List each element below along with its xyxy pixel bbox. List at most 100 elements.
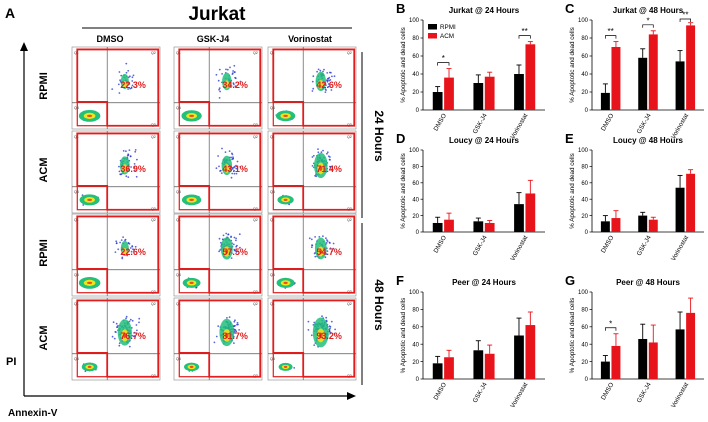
flow-event-dot	[325, 316, 328, 319]
y-tick-label: 60	[581, 325, 588, 331]
x-tick-label: DMSO	[433, 112, 449, 132]
y-tick-label: 20	[581, 360, 588, 366]
live-gate-box	[272, 352, 304, 378]
flow-event-dot	[312, 87, 315, 90]
y-tick-label: 100	[578, 290, 589, 296]
flow-event-dot	[233, 64, 236, 67]
flow-event-dot	[233, 172, 236, 175]
flow-event-dot	[236, 321, 239, 324]
flow-event-dot	[128, 83, 131, 85]
bar-acm-gsk-j4	[484, 353, 495, 379]
flow-event-dot	[125, 62, 128, 65]
apoptotic-percentage: 36.9%	[120, 164, 146, 174]
y-tick-label: 20	[412, 90, 419, 96]
legend-label-acm: ACM	[440, 33, 454, 40]
flow-event-dot	[232, 70, 235, 72]
row-label-3: RPMI	[38, 239, 50, 267]
chart-legend: RPMI ACM	[428, 24, 456, 40]
flow-event-dot	[127, 154, 130, 156]
bar-rpmi-gsk-j4	[638, 215, 648, 232]
flow-event-dot	[326, 240, 329, 243]
pi-axis-arrowhead	[20, 42, 28, 51]
bar-acm-dmso	[611, 47, 621, 110]
apoptotic-percentage: 22.3%	[120, 80, 146, 90]
apoptotic-percentage: 81.7%	[222, 331, 248, 341]
y-tick-label: 80	[581, 36, 588, 42]
significance-bracket	[679, 18, 691, 22]
flow-event-dot	[328, 79, 331, 82]
flow-event-dot	[125, 175, 128, 178]
flow-dead-cluster-peak	[319, 249, 323, 254]
flow-event-dot	[131, 84, 134, 87]
flow-event-dot	[328, 241, 331, 244]
flow-event-dot	[326, 152, 328, 155]
flow-event-dot	[118, 92, 121, 94]
flow-event-dot	[233, 169, 236, 172]
flow-event-dot	[220, 241, 222, 244]
flow-event-dot	[232, 83, 235, 86]
quadrant-label: Q4	[270, 106, 275, 110]
flow-event-dot	[133, 163, 136, 165]
x-tick-label: GSK-J4	[636, 381, 653, 404]
flow-event-dot	[217, 155, 220, 157]
flow-event-dot	[326, 79, 328, 82]
flow-event-dot	[130, 166, 133, 168]
flow-event-dot	[234, 85, 237, 88]
flow-event-dot	[215, 167, 218, 170]
quadrant-label: Q4	[270, 273, 275, 277]
flow-event-dot	[131, 319, 134, 322]
flow-event-dot	[138, 317, 141, 320]
flow-event-dot	[332, 247, 335, 250]
x-tick-label: GSK-J4	[472, 112, 489, 135]
flow-event-dot	[318, 236, 321, 238]
y-tick-label: 60	[581, 181, 588, 187]
col-header-gsk-j4: GSK-J4	[197, 34, 230, 44]
flow-event-dot	[311, 90, 314, 92]
bar-chart-e: E Loucy @ 48 Hours 0 20 40 60 80 100% Apoptotic…	[565, 131, 704, 262]
y-tick-label: 100	[409, 290, 420, 296]
flow-event-dot	[310, 334, 313, 337]
flow-event-dot	[228, 316, 231, 318]
x-tick-label: DMSO	[433, 234, 449, 254]
flow-event-dot	[218, 87, 221, 89]
flow-event-dot	[235, 245, 238, 248]
live-gate-box	[76, 185, 108, 211]
y-tick-label: 80	[581, 165, 588, 171]
flow-event-dot	[233, 320, 236, 323]
flow-event-dot	[236, 323, 238, 326]
flow-event-dot	[230, 257, 233, 259]
pi-axis-label: PI	[6, 356, 16, 368]
flow-event-dot	[233, 165, 236, 168]
significance-marker: **	[682, 11, 688, 20]
flow-event-dot	[231, 172, 234, 175]
flow-event-dot	[120, 239, 123, 242]
flow-dead-cluster-peak	[225, 249, 229, 254]
x-tick-label: DMSO	[600, 381, 616, 401]
flow-event-dot	[326, 72, 329, 74]
flow-event-dot	[118, 342, 121, 345]
y-tick-label: 0	[416, 377, 420, 383]
flow-event-dot	[129, 155, 132, 158]
quadrant-label: Q2	[151, 302, 156, 306]
flow-event-dot	[314, 174, 316, 177]
flow-event-dot	[235, 167, 238, 170]
x-tick-label: GSK-J4	[636, 234, 653, 257]
x-tick-label: GSK-J4	[472, 234, 489, 257]
flow-event-dot	[120, 74, 123, 77]
flow-event-dot	[229, 66, 231, 69]
flow-event-dot	[232, 243, 235, 246]
significance-bracket	[605, 327, 617, 331]
flow-event-dot	[134, 149, 137, 151]
flow-event-dot	[332, 242, 335, 245]
flow-event-dot	[128, 243, 131, 245]
flow-event-dot	[113, 337, 116, 340]
chart-title: Loucy @ 48 Hours	[613, 136, 684, 145]
flow-event-dot	[133, 166, 136, 169]
flow-event-dot	[131, 76, 134, 79]
flow-event-dot	[231, 158, 234, 161]
col-header-dmso: DMSO	[97, 34, 124, 44]
flow-event-dot	[119, 241, 121, 244]
